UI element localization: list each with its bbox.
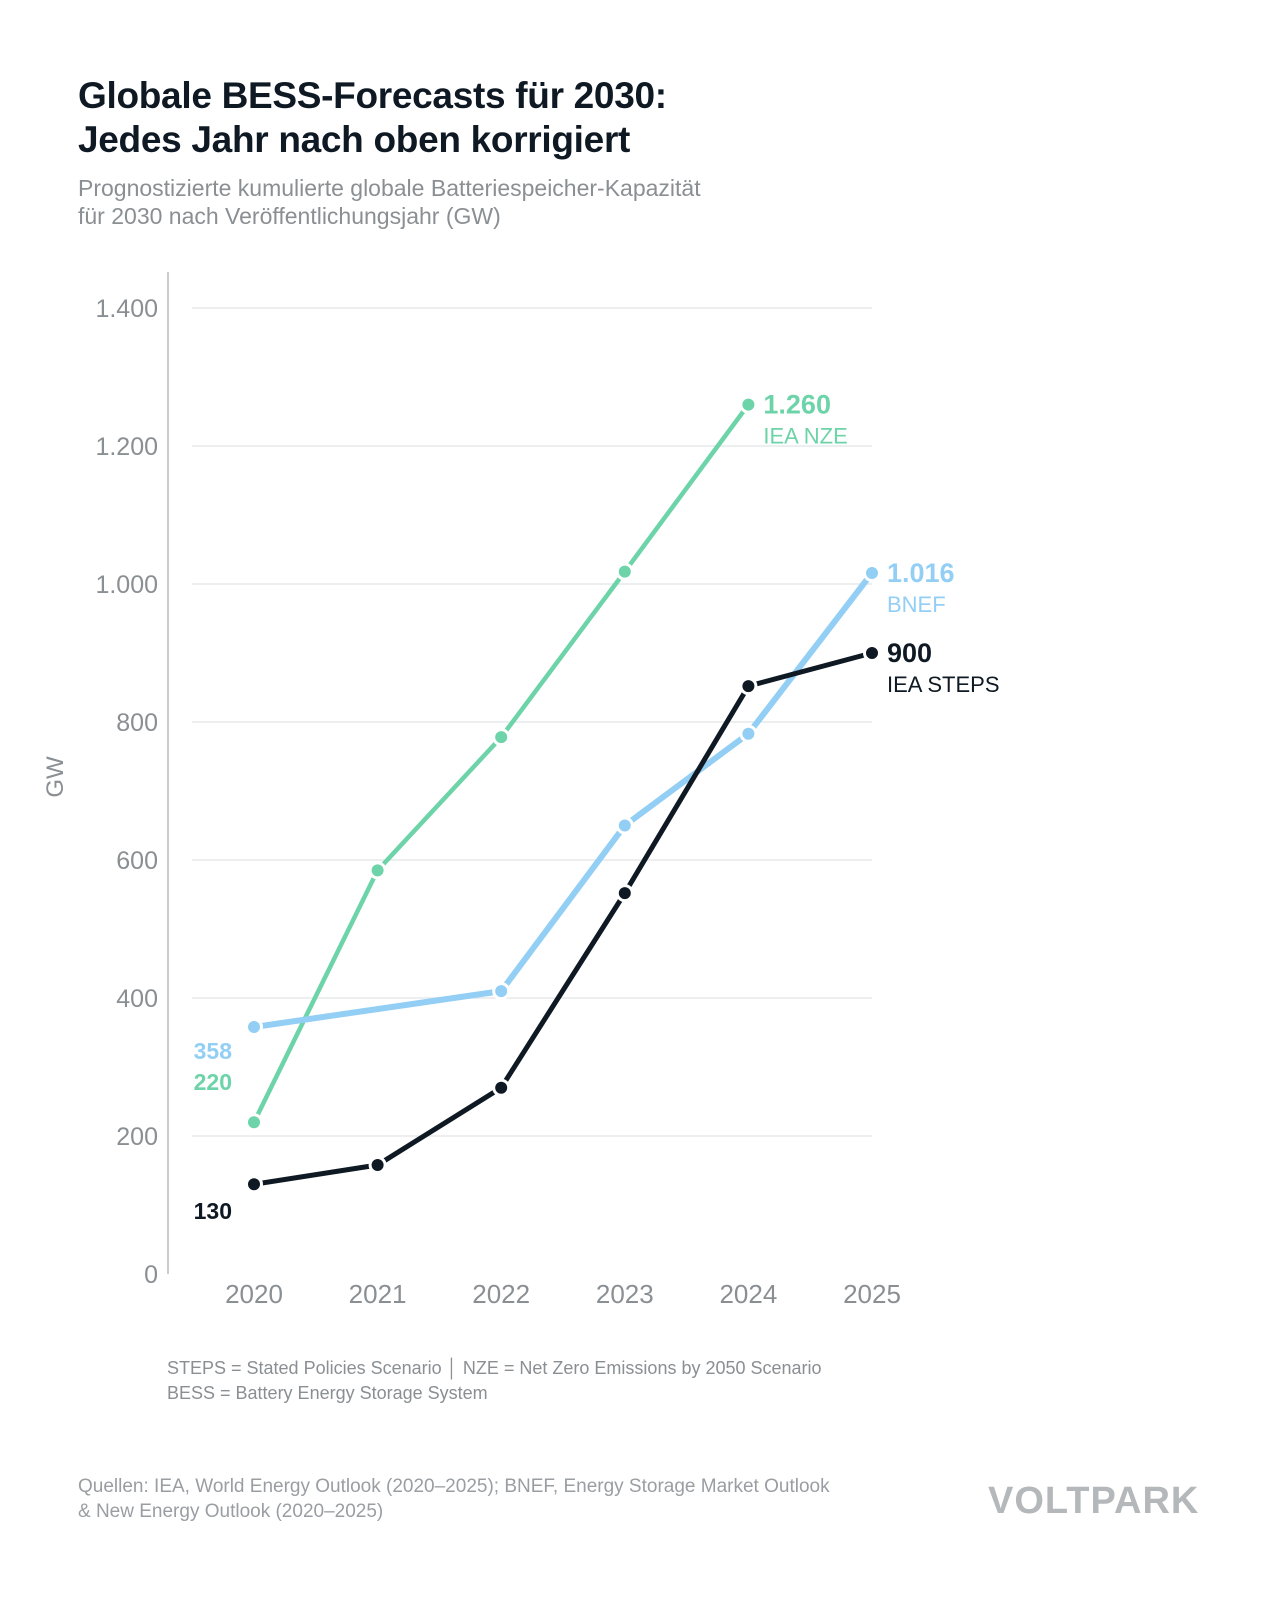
series-line-iea-steps [251, 650, 875, 1187]
abbreviation-notes: STEPS = Stated Policies Scenario │ NZE =… [167, 1356, 822, 1406]
data-point [615, 562, 634, 581]
x-tick-label: 2020 [225, 1279, 283, 1309]
y-tick-label: 0 [144, 1261, 158, 1289]
data-point [245, 1017, 263, 1036]
data-point [368, 1155, 387, 1174]
chart-title-line-2: Jedes Jahr nach oben korrigiert [78, 119, 631, 160]
series-name-label: IEA STEPS [887, 672, 1000, 697]
y-tick-label: 1.000 [95, 571, 158, 599]
data-point [492, 982, 511, 1001]
sources-line-1: Quellen: IEA, World Energy Outlook (2020… [78, 1476, 830, 1497]
chart-title-line-1: Globale BESS-Forecasts für 2030: [78, 75, 667, 116]
data-point [739, 724, 758, 743]
start-value-label: 358 [194, 1038, 233, 1064]
note-line-2: BESS = Battery Energy Storage System [167, 1383, 488, 1403]
note-line-1: STEPS = Stated Policies Scenario │ NZE =… [167, 1358, 822, 1378]
end-value-label: 1.016 [887, 558, 955, 588]
x-tick-label: 2022 [472, 1279, 530, 1309]
data-point [368, 861, 387, 880]
chart-title: Globale BESS-Forecasts für 2030: Jedes J… [78, 74, 1178, 162]
end-value-label: 1.260 [763, 390, 831, 420]
chart-subtitle-line-1: Prognostizierte kumulierte globale Batte… [78, 175, 701, 201]
data-point [245, 1113, 263, 1132]
data-point [863, 644, 881, 662]
y-tick-label: 1.200 [95, 433, 158, 461]
start-value-label: 130 [194, 1198, 232, 1224]
x-tick-label: 2025 [843, 1279, 901, 1309]
data-point [615, 816, 634, 835]
series-line-bnef [251, 570, 875, 1030]
data-point [863, 563, 881, 582]
x-tick-label: 2024 [719, 1279, 777, 1309]
y-tick-label: 1.400 [95, 295, 158, 323]
y-tick-label: 800 [116, 709, 158, 737]
data-point [245, 1175, 263, 1194]
data-point [739, 677, 758, 696]
line-chart: 0 200 400 600 800 1.000 1.200 1.400 GW 2020 2021 20… [42, 272, 1000, 1309]
x-tick-label: 2021 [349, 1279, 407, 1309]
x-tick-label: 2023 [596, 1279, 654, 1309]
voltpark-logo: VOLTPARK [988, 1480, 1200, 1522]
data-point [739, 395, 758, 414]
sources: Quellen: IEA, World Energy Outlook (2020… [78, 1474, 830, 1524]
y-tick-label: 600 [116, 847, 158, 875]
y-tick-label: 400 [116, 985, 158, 1013]
y-axis-label: GW [42, 756, 69, 798]
data-point [492, 728, 511, 747]
y-tick-label: 200 [116, 1123, 158, 1151]
chart-subtitle: Prognostizierte kumulierte globale Batte… [78, 174, 1178, 230]
sources-line-2: & New Energy Outlook (2020–2025) [78, 1501, 384, 1522]
series-name-label: BNEF [887, 592, 946, 617]
start-value-label: 220 [194, 1069, 232, 1095]
chart-subtitle-line-2: für 2030 nach Veröffentlichungsjahr (GW) [78, 203, 501, 229]
end-value-label: 900 [887, 638, 932, 668]
data-point [615, 884, 634, 903]
series-name-label: IEA NZE [763, 424, 847, 449]
data-point [492, 1078, 511, 1097]
